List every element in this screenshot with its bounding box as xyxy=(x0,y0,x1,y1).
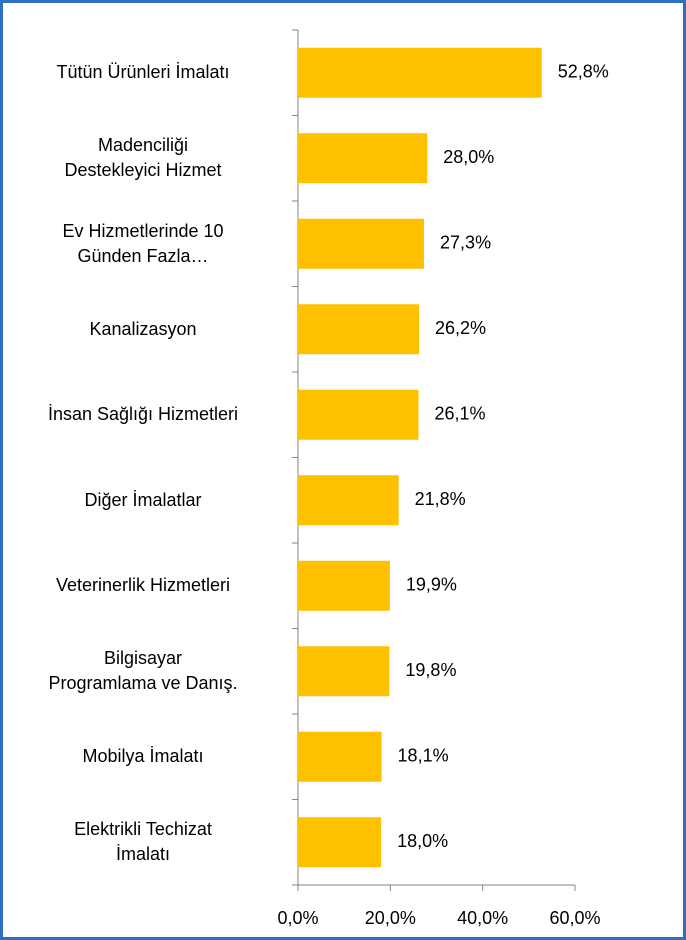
bar xyxy=(298,560,390,611)
x-tick-label: 0,0% xyxy=(277,908,318,928)
category-label: Tütün Ürünleri İmalatı xyxy=(56,62,230,83)
category-label: Madenciliği Destekleyici Hizmet xyxy=(64,135,222,181)
bar xyxy=(298,389,419,440)
category-label: Veterinerlik Hizmetleri xyxy=(55,575,231,596)
bar xyxy=(298,47,542,98)
category-label: İnsan Sağlığı Hizmetleri xyxy=(47,404,239,425)
bar xyxy=(298,218,425,269)
category-label: Bilgisayar Programlama ve Danış. xyxy=(48,648,238,694)
chart: 0,0% 20,0% 40,0% 60,0% 52,8% 28,0% 27,3% 26,2% 2… xyxy=(277,29,609,928)
value-label: 28,0% xyxy=(443,147,494,167)
value-label: 18,0% xyxy=(397,831,448,851)
category-label: Diğer İmalatlar xyxy=(84,489,202,510)
value-label: 27,3% xyxy=(440,233,491,253)
bar xyxy=(298,133,428,184)
category-label: Mobilya İmalatı xyxy=(82,746,204,767)
bar xyxy=(298,646,390,697)
bar xyxy=(298,304,419,355)
x-tick-label: 40,0% xyxy=(457,908,508,928)
value-label: 26,2% xyxy=(435,318,486,338)
x-tick-label: 20,0% xyxy=(365,908,416,928)
value-label: 18,1% xyxy=(398,746,449,766)
value-label: 21,8% xyxy=(415,489,466,509)
x-tick-label: 60,0% xyxy=(549,908,600,928)
category-label: Elektrikli Techizat İmalatı xyxy=(74,819,212,865)
bar xyxy=(298,731,382,782)
value-label: 26,1% xyxy=(434,404,485,424)
value-label: 19,8% xyxy=(405,660,456,680)
bar xyxy=(298,817,382,868)
value-label: 52,8% xyxy=(558,62,609,82)
bar xyxy=(298,475,399,526)
value-label: 19,9% xyxy=(406,575,457,595)
category-label: Kanalizasyon xyxy=(89,318,197,339)
category-label: Ev Hizmetlerinde 10 Günden Fazla… xyxy=(62,220,224,266)
